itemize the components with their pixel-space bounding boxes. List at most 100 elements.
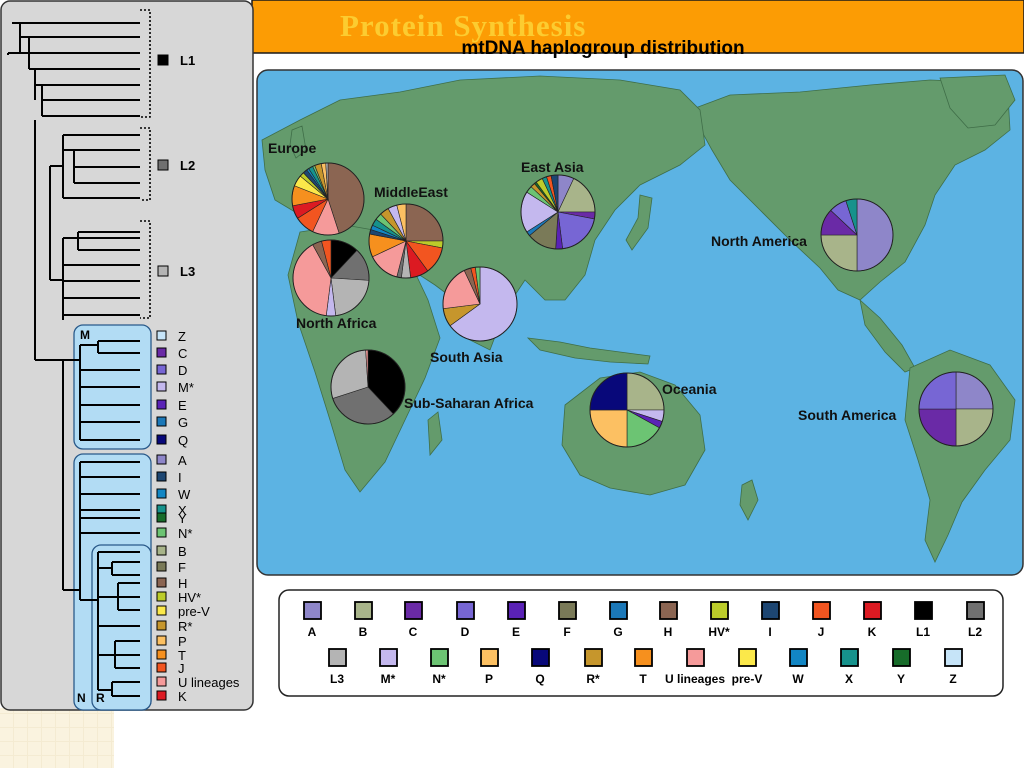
tip-label-p: P (178, 634, 187, 649)
legend-swatch-i (761, 601, 780, 620)
legend-label-p: P (485, 672, 493, 686)
tip-label-c: C (178, 346, 187, 361)
land-greenland (939, 74, 1016, 129)
tip-label-a: A (178, 453, 187, 468)
legend-label-w: W (792, 672, 804, 686)
l3-bracket (140, 220, 151, 319)
legend-swatch-k (863, 601, 882, 620)
l1-label: L1 (180, 53, 195, 68)
tip-label-r-star: R* (178, 619, 192, 634)
region-label-north-america: North America (711, 233, 807, 249)
legend-label-d: D (461, 625, 470, 639)
legend-label-l1: L1 (916, 625, 930, 639)
pie-outline (820, 198, 894, 272)
tip-swatch-k (156, 690, 167, 701)
tip-swatch-n-star (156, 527, 167, 538)
legend-swatch-n-star (430, 648, 449, 667)
legend-label-m-star: M* (381, 672, 396, 686)
legend-swatch-d (456, 601, 475, 620)
tip-swatch-r-star (156, 620, 167, 631)
region-label-europe: Europe (268, 140, 316, 156)
land-indonesia (526, 337, 651, 365)
pie-outline (292, 239, 370, 317)
legend-label-x: X (845, 672, 853, 686)
pie-south-asia (442, 266, 518, 342)
legend-label-l3: L3 (330, 672, 344, 686)
region-pies: Europe MiddleEast North Africa East Asia Sou… (268, 140, 994, 448)
land-japan (625, 194, 653, 251)
tip-swatch-u-lineages (156, 676, 167, 687)
legend-label-n-star: N* (432, 672, 446, 686)
legend-swatch-x (840, 648, 859, 667)
tip-swatch-b (156, 545, 167, 556)
tip-label-f: F (178, 560, 186, 575)
l2-label: L2 (180, 158, 195, 173)
tip-label-x: X (178, 503, 187, 518)
clade-m-label: M (80, 328, 90, 342)
tip-label-d: D (178, 363, 187, 378)
legend-swatch-h (659, 601, 678, 620)
legend-label-l2: L2 (968, 625, 982, 639)
legend-swatch-pre-v (738, 648, 757, 667)
legend-swatch-z (944, 648, 963, 667)
tip-swatch-pre-v (156, 605, 167, 616)
banner-title: Protein Synthesis (340, 8, 586, 43)
legend-label-g: G (613, 625, 622, 639)
l2-bracket (140, 127, 151, 201)
tip-swatch-z (156, 330, 167, 341)
legend-label-c: C (409, 625, 418, 639)
legend-swatch-l3 (328, 648, 347, 667)
tip-label-e: E (178, 398, 187, 413)
tip-swatch-g (156, 416, 167, 427)
legend-swatch-y (892, 648, 911, 667)
region-label-sub-saharan-africa: Sub-Saharan Africa (404, 395, 534, 411)
tile-decoration (0, 708, 114, 768)
tip-swatch-hv-star (156, 591, 167, 602)
l3-swatch (157, 265, 169, 277)
pie-north-africa (292, 239, 370, 317)
tip-swatch-d (156, 364, 167, 375)
pie-outline (589, 372, 665, 448)
pie-middleeast (368, 203, 444, 279)
pie-europe (291, 162, 365, 236)
tip-label-y: Y (178, 511, 187, 526)
tip-swatch-h (156, 577, 167, 588)
pie-north-america (820, 198, 894, 272)
legend-label-t: T (639, 672, 647, 686)
pie-outline (291, 162, 365, 236)
tip-swatch-i (156, 471, 167, 482)
pie-outline (918, 371, 994, 447)
tip-swatch-f (156, 561, 167, 572)
tip-swatch-q (156, 434, 167, 445)
legend-label-z: Z (949, 672, 956, 686)
legend-swatch-g (609, 601, 628, 620)
tip-label-i: I (178, 470, 182, 485)
tip-swatch-j (156, 662, 167, 673)
legend-label-e: E (512, 625, 520, 639)
land-north-america (689, 79, 1011, 301)
legend-swatch-p (480, 648, 499, 667)
legend-label-a: A (308, 625, 317, 639)
legend-swatch-e (507, 601, 526, 620)
page-heading: mtDNA haplogroup distribution (461, 38, 744, 59)
legend-swatch-u-lineages (686, 648, 705, 667)
tip-label-pre-v: pre-V (178, 604, 210, 619)
land-new-zealand (739, 479, 759, 521)
pie-oceania (589, 372, 665, 448)
tip-label-h: H (178, 576, 187, 591)
tip-label-w: W (178, 487, 191, 502)
tip-swatch-a (156, 454, 167, 465)
tip-label-k: K (178, 689, 187, 704)
tip-swatch-m-star (156, 381, 167, 392)
legend-swatch-j (812, 601, 831, 620)
legend-label-i: I (768, 625, 771, 639)
pie-outline (442, 266, 518, 342)
legend-label-pre-v: pre-V (732, 672, 763, 686)
legend-swatch-a (303, 601, 322, 620)
clade-r-box (91, 544, 152, 711)
region-label-east-asia: East Asia (521, 159, 584, 175)
l1-bracket (140, 9, 151, 118)
tip-label-z: Z (178, 329, 186, 344)
l2-swatch (157, 159, 169, 171)
